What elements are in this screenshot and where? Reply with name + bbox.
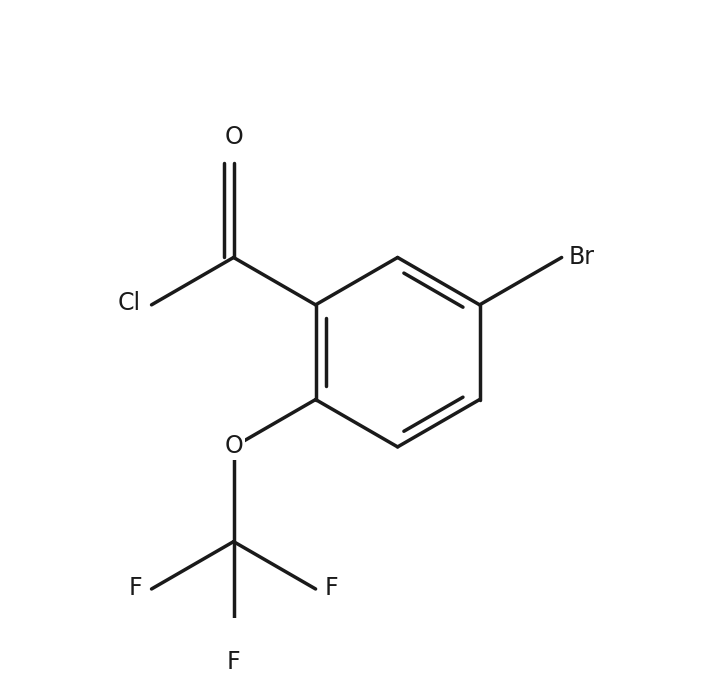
Text: Cl: Cl — [117, 291, 141, 315]
Text: F: F — [226, 650, 240, 674]
Text: F: F — [325, 576, 339, 600]
Text: O: O — [224, 125, 243, 149]
Text: F: F — [129, 576, 143, 600]
Text: O: O — [225, 434, 244, 458]
Text: Br: Br — [569, 245, 595, 270]
